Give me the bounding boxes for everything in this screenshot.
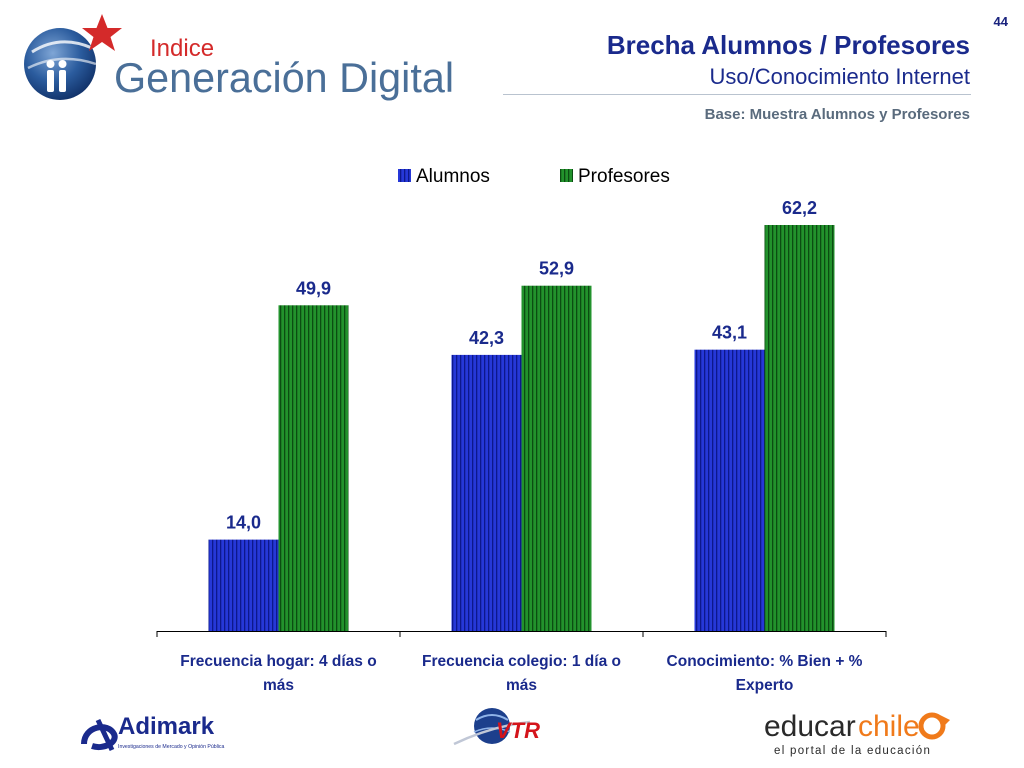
- chile-wordmark: chile: [858, 710, 920, 743]
- star-icon: [82, 14, 122, 51]
- educar-wordmark: educar: [764, 710, 856, 743]
- bar-alumnos-2: [694, 349, 765, 631]
- base-note: Base: Muestra Alumnos y Profesores: [704, 106, 970, 123]
- adimark-tagline: Investigaciones de Mercado y Opinión Púb…: [118, 744, 225, 750]
- x-axis: Frecuencia hogar: 4 días o más Frecuencia …: [156, 631, 887, 694]
- adimark-symbol-icon: [81, 718, 118, 752]
- bar-alumnos-1: [451, 354, 522, 631]
- adimark-logo: Adimark Investigaciones de Mercado y Opi…: [81, 713, 225, 752]
- vtr-wordmark: VTR: [496, 718, 540, 743]
- educar-circle-arrow-icon: [918, 712, 950, 740]
- category-label-2: Conocimiento: % Bien + % Experto: [667, 653, 863, 694]
- educarchile-logo: educar chile el portal de la educación: [764, 710, 950, 757]
- data-label-profesores-2: 62,2: [782, 198, 817, 218]
- legend-swatch-alumnos: [398, 169, 411, 182]
- educar-tagline: el portal de la educación: [774, 745, 931, 757]
- vtr-globe-icon: [473, 708, 511, 744]
- chart-legend: Alumnos Profesores: [398, 166, 670, 187]
- legend-label-profesores: Profesores: [578, 166, 670, 187]
- title-divider: [503, 94, 971, 95]
- logo-text-small: Indice: [150, 35, 214, 62]
- legend-swatch-profesores: [560, 169, 573, 182]
- bar-profesores-0: [278, 305, 349, 631]
- adimark-wordmark: Adimark: [118, 713, 215, 740]
- chart-bars: 14,0 49,9 42,3 52,9 43,1 62,2: [208, 198, 835, 631]
- legend-item-profesores: Profesores: [560, 166, 670, 187]
- page-number: 44: [993, 14, 1008, 29]
- bar-profesores-1: [521, 285, 592, 631]
- legend-label-alumnos: Alumnos: [416, 166, 490, 187]
- logo-text-large: Generación Digital: [114, 54, 454, 101]
- category-label-1: Frecuencia colegio: 1 día o más: [422, 653, 621, 694]
- category-label-0: Frecuencia hogar: 4 días o más: [180, 653, 376, 694]
- legend-item-alumnos: Alumnos: [398, 166, 490, 187]
- data-label-alumnos-1: 42,3: [469, 328, 504, 348]
- bar-profesores-2: [764, 225, 835, 631]
- data-label-profesores-1: 52,9: [539, 259, 574, 279]
- data-label-alumnos-0: 14,0: [226, 513, 261, 533]
- vtr-logo: VTR: [453, 708, 540, 746]
- page-title: Brecha Alumnos / Profesores: [606, 30, 970, 60]
- page-subtitle: Uso/Conocimiento Internet: [709, 64, 970, 89]
- indice-generacion-digital-logo: Indice Generación Digital: [24, 14, 454, 101]
- data-label-profesores-0: 49,9: [296, 278, 331, 298]
- globe-icon: [24, 28, 97, 100]
- bar-alumnos-0: [208, 539, 279, 631]
- data-label-alumnos-2: 43,1: [712, 323, 747, 343]
